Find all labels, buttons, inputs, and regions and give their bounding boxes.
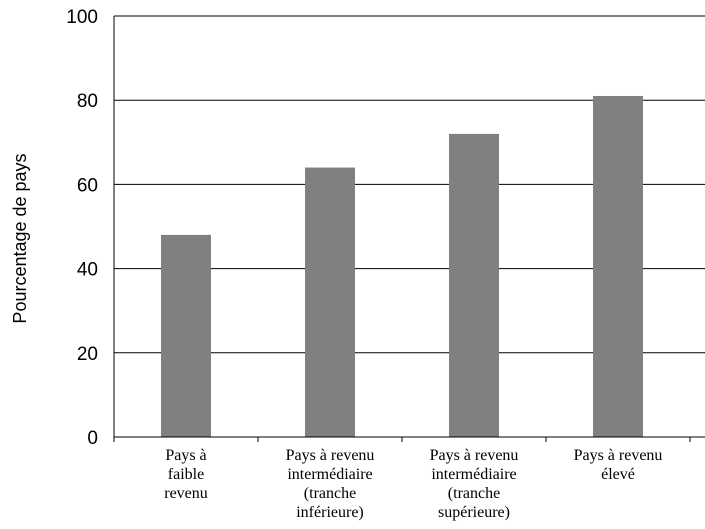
y-tick-label: 0 — [87, 428, 98, 449]
y-tick-label: 60 — [77, 175, 98, 196]
y-axis-label: Pourcentage de pays — [10, 153, 30, 323]
bars — [161, 95, 643, 438]
axes — [113, 16, 705, 442]
x-tick-label: Pays à faible revenu — [164, 447, 208, 502]
y-tick-labels: 0 20 40 60 80 100 — [66, 7, 98, 449]
x-tick-label: Pays à revenu intermédiaire (tranche supéri… — [430, 447, 519, 521]
x-tick-label: Pays à revenu élevé — [574, 447, 663, 483]
y-tick-label: 40 — [77, 260, 98, 281]
bar-1 — [161, 234, 211, 437]
y-tick-label: 100 — [66, 7, 98, 28]
bar-4 — [593, 95, 643, 438]
x-tick-label: Pays à revenu intermédiaire (tranche inféri… — [286, 447, 375, 521]
x-tick-labels: Pays à faible revenu Pays à revenu intermédi… — [164, 447, 662, 521]
y-tick-label: 80 — [77, 91, 98, 112]
bar-3 — [449, 133, 499, 437]
bar-2 — [305, 167, 355, 437]
y-tick-label: 20 — [77, 344, 98, 365]
